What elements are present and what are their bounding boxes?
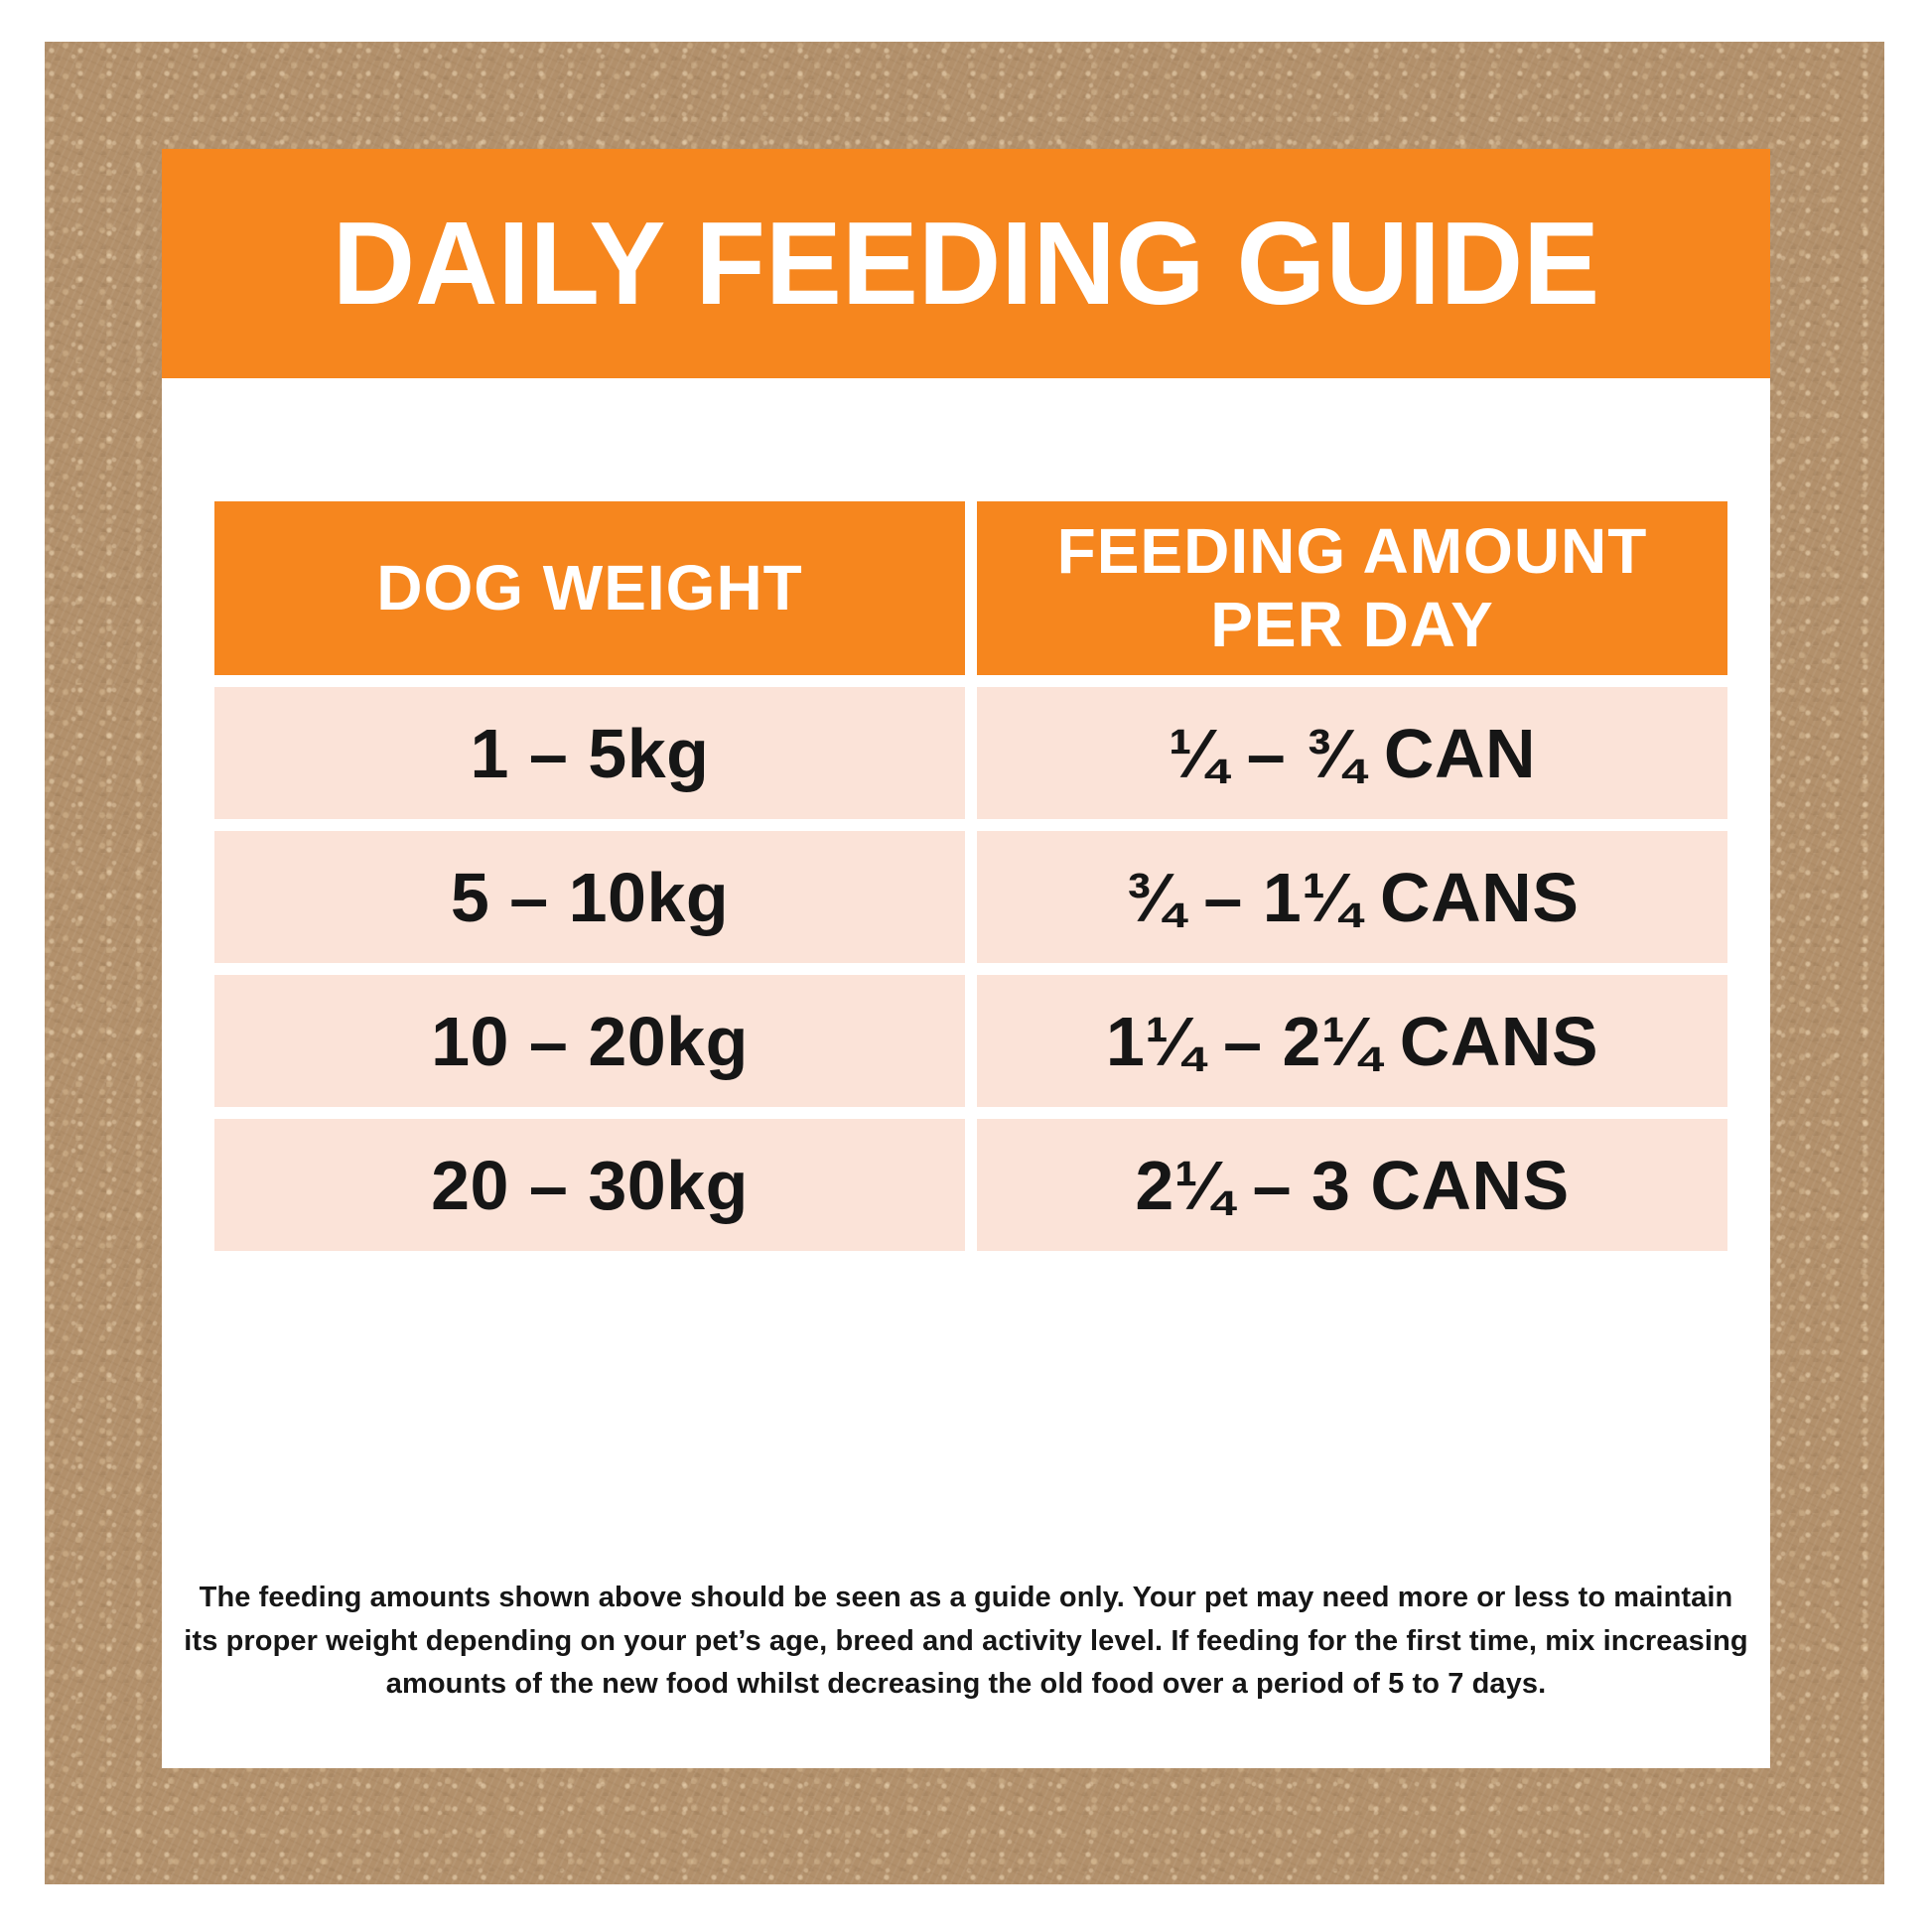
table-cell-weight-row1: 1 – 5kg: [214, 687, 965, 819]
table-cell-amount-row2: ¾ – 1¼ CANS: [977, 831, 1727, 963]
table-cell-amount-row1: ¼ – ¾ CAN: [977, 687, 1727, 819]
footnote: The feeding amounts shown above should b…: [184, 1582, 1748, 1700]
table-cell-weight-row4: 20 – 30kg: [214, 1119, 965, 1251]
table-cell-amount-row4: 2¼ – 3 CANS: [977, 1119, 1727, 1251]
page-title: DAILY FEEDING GUIDE: [332, 198, 1600, 330]
title-banner: DAILY FEEDING GUIDE: [162, 149, 1770, 378]
column-header-label: DOG WEIGHT: [376, 551, 803, 623]
feeding-guide-panel: DAILY FEEDING GUIDE DOG WEIGHT FEEDING A…: [162, 149, 1770, 1768]
column-header-dog-weight: DOG WEIGHT: [214, 501, 965, 675]
column-header-label: FEEDING AMOUNT PER DAY: [1056, 514, 1648, 660]
table-cell-weight-row2: 5 – 10kg: [214, 831, 965, 963]
feeding-table: DOG WEIGHT FEEDING AMOUNT PER DAY 1 – 5k…: [214, 501, 1727, 1251]
table-cell-amount-row3: 1¼ – 2¼ CANS: [977, 975, 1727, 1107]
column-header-feeding-amount: FEEDING AMOUNT PER DAY: [977, 501, 1727, 675]
table-cell-weight-row3: 10 – 20kg: [214, 975, 965, 1107]
